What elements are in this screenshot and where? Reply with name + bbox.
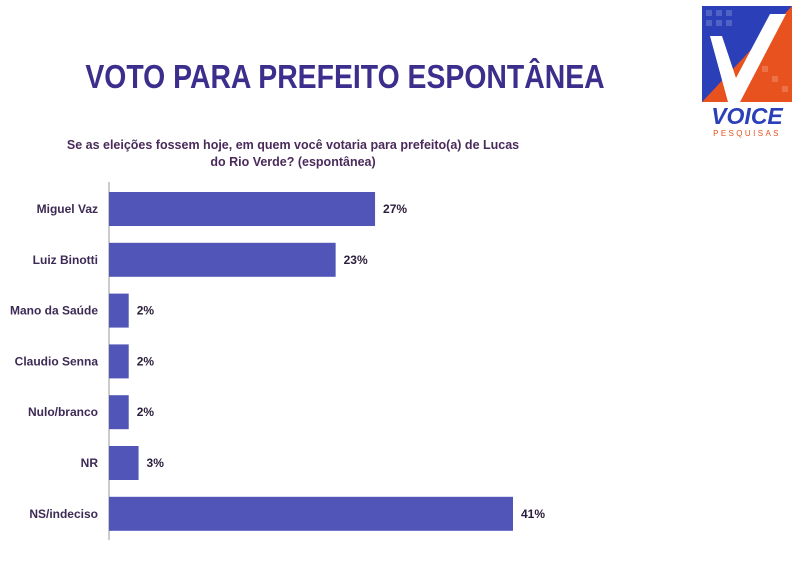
value-label: 2%: [137, 354, 155, 368]
page-title: VOTO PARA PREFEITO ESPONTÂNEA: [85, 58, 605, 95]
value-label: 23%: [344, 253, 368, 267]
bar: [109, 242, 336, 277]
bars-group: Miguel Vaz 27% Luiz Binotti 23% Mano da Saúd…: [10, 192, 545, 531]
logo-tagline: PESQUISAS: [713, 129, 781, 138]
category-label: Miguel Vaz: [37, 202, 98, 216]
bar: [109, 395, 129, 430]
value-label: 27%: [383, 202, 407, 216]
category-label: Nulo/branco: [28, 405, 98, 419]
value-label: 2%: [137, 304, 155, 318]
voice-logo-mark: VOICE PESQUISAS: [702, 6, 792, 138]
logo-brand: VOICE: [711, 103, 783, 129]
category-label: Mano da Saúde: [10, 304, 98, 318]
chart-question: Se as eleições fossem hoje, em quem você…: [66, 138, 520, 169]
category-label: Claudio Senna: [15, 354, 99, 368]
value-label: 3%: [147, 456, 165, 470]
bar: [109, 496, 513, 531]
value-label: 41%: [521, 507, 545, 521]
value-label: 2%: [137, 405, 155, 419]
category-label: Luiz Binotti: [33, 253, 98, 267]
category-label: NS/indeciso: [29, 507, 98, 521]
bar: [109, 446, 139, 480]
category-label: NR: [81, 456, 99, 470]
voice-logo: VOICE PESQUISAS: [702, 6, 792, 138]
bar: [109, 293, 129, 328]
bar: [109, 344, 129, 379]
bar: [109, 192, 376, 226]
